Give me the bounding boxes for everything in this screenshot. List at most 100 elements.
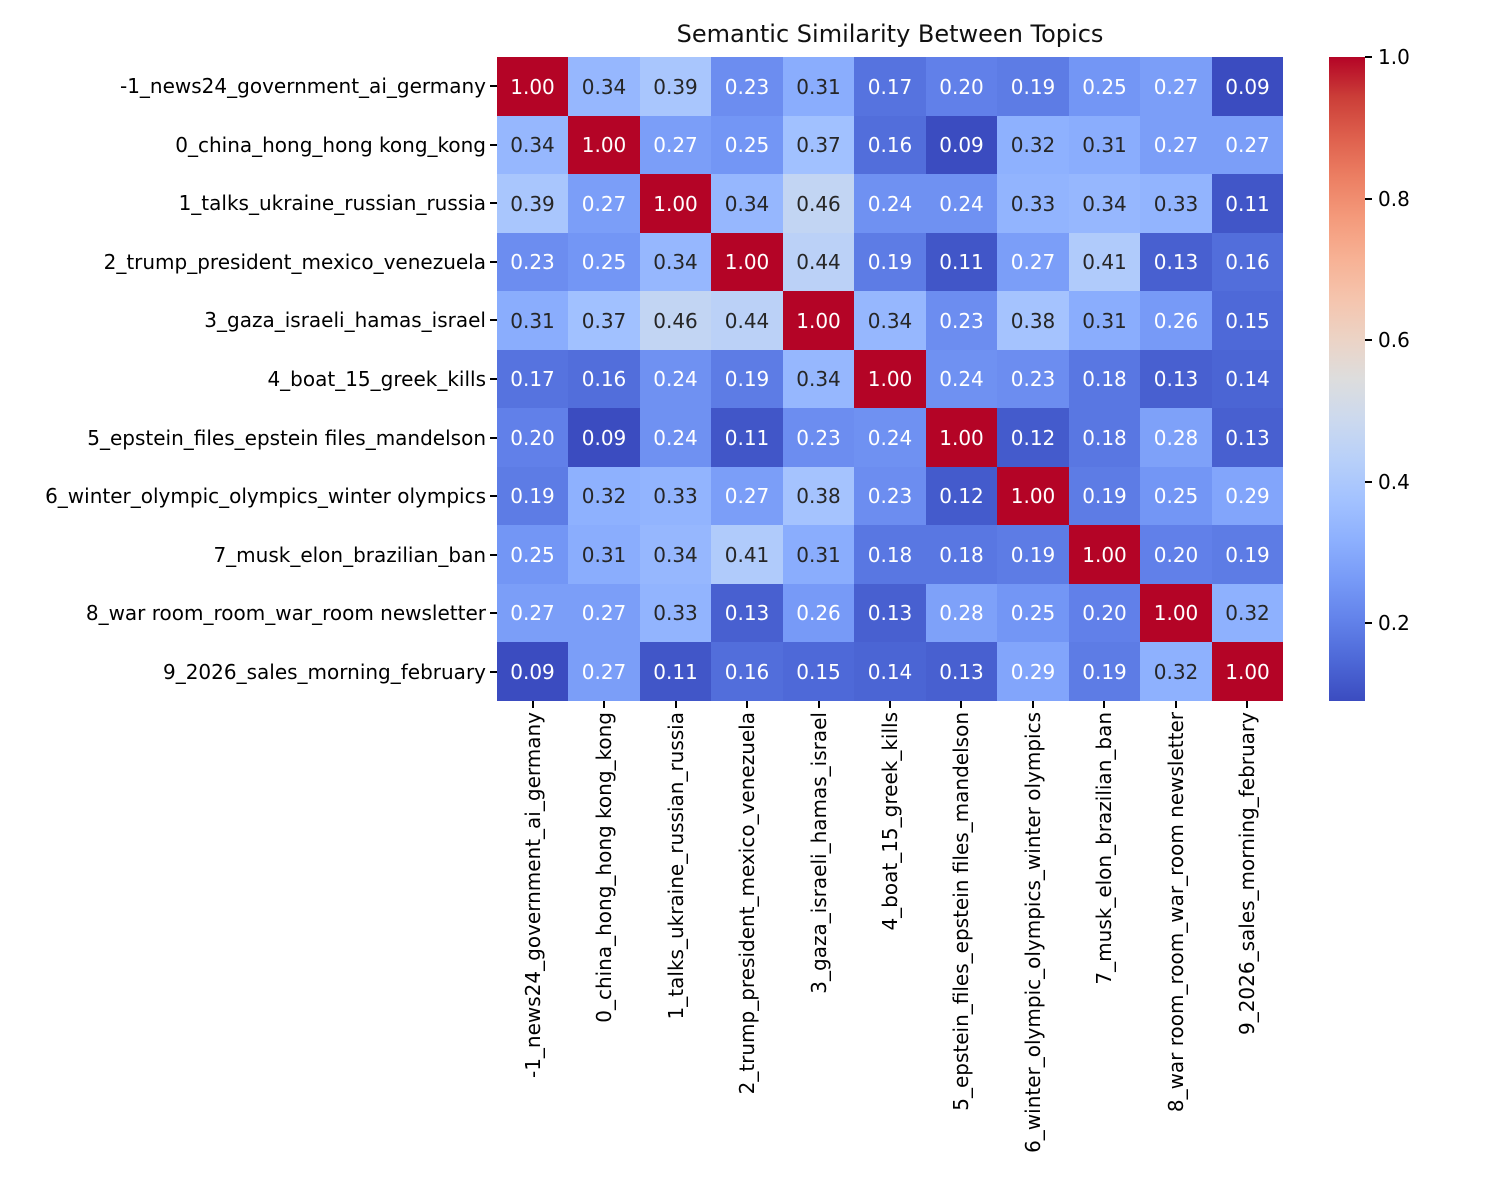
heatmap-cell: 0.25: [497, 525, 568, 584]
heatmap-cell: 0.25: [568, 233, 640, 291]
heatmap-cell: 0.19: [997, 57, 1069, 116]
heatmap-cell: 0.11: [1212, 174, 1283, 233]
y-tick-label: 7_musk_elon_brazilian_ban: [213, 542, 486, 567]
heatmap-cell: 0.24: [854, 174, 926, 233]
heatmap-cell: 0.31: [783, 525, 854, 584]
y-tick-label: 5_epstein_files_epstein files_mandelson: [87, 425, 486, 450]
y-tick-label: 6_winter_olympic_olympics_winter olympic…: [45, 484, 486, 509]
y-axis-tick: [490, 143, 497, 146]
heatmap-cell: 0.39: [640, 57, 711, 116]
x-tick-label: 9_2026_sales_morning_february: [1235, 712, 1260, 1036]
heatmap-cell: 0.34: [1069, 174, 1140, 233]
heatmap-cell: 0.19: [711, 350, 783, 408]
heatmap-cell: 0.34: [568, 57, 640, 116]
x-tick-label: 8_war room_room_war_room newsletter: [1163, 712, 1188, 1113]
x-axis-tick: [1031, 701, 1034, 708]
heatmap-cell: 0.34: [640, 233, 711, 291]
colorbar-tick-label: 0.4: [1378, 469, 1410, 494]
heatmap-cell: 0.32: [997, 116, 1069, 174]
heatmap-cell: 0.20: [926, 57, 997, 116]
heatmap-cell: 0.38: [997, 291, 1069, 350]
heatmap-cell: 0.34: [783, 350, 854, 408]
y-axis-tick: [490, 495, 497, 498]
heatmap-cell: 1.00: [1069, 525, 1140, 584]
x-tick-label: 4_boat_15_greek_kills: [878, 712, 902, 931]
y-axis-tick: [490, 85, 497, 88]
heatmap-cell: 1.00: [568, 116, 640, 174]
heatmap-cell: 0.09: [926, 116, 997, 174]
heatmap-cell: 0.44: [783, 233, 854, 291]
y-axis-tick: [490, 670, 497, 673]
heatmap-cell: 0.31: [1069, 291, 1140, 350]
heatmap-cell: 0.16: [1212, 233, 1283, 291]
heatmap-cell: 0.13: [711, 584, 783, 642]
heatmap-cell: 0.15: [1212, 291, 1283, 350]
colorbar-tick-label: 0.6: [1378, 328, 1410, 353]
heatmap-cell: 0.20: [1140, 525, 1212, 584]
heatmap-cell: 1.00: [783, 291, 854, 350]
heatmap-cell: 0.13: [854, 584, 926, 642]
heatmap-cell: 0.13: [1140, 233, 1212, 291]
heatmap-cell: 0.25: [1140, 467, 1212, 525]
heatmap-cell: 0.19: [997, 525, 1069, 584]
heatmap-cell: 0.18: [854, 525, 926, 584]
heatmap-cell: 0.17: [854, 57, 926, 116]
x-tick-label: 0_china_hong_hong kong_kong: [592, 712, 617, 1023]
x-axis-tick: [531, 701, 534, 708]
heatmap-cell: 0.14: [854, 642, 926, 701]
heatmap-cell: 0.12: [926, 467, 997, 525]
y-axis-tick: [490, 260, 497, 263]
heatmap-cell: 0.32: [568, 467, 640, 525]
x-axis-tick: [889, 701, 891, 708]
heatmap-cell: 0.31: [568, 525, 640, 584]
heatmap-cell: 0.09: [568, 408, 640, 467]
colorbar-tick: [1365, 56, 1372, 58]
heatmap-cell: 1.00: [1212, 642, 1283, 701]
heatmap-cell: 0.19: [497, 467, 568, 525]
x-axis-tick: [1174, 701, 1177, 708]
heatmap-cell: 0.34: [711, 174, 783, 233]
heatmap-cell: 0.32: [1212, 584, 1283, 642]
heatmap-cell: 0.12: [997, 408, 1069, 467]
heatmap-cell: 0.27: [997, 233, 1069, 291]
y-tick-label: -1_news24_government_ai_germany: [119, 74, 486, 99]
x-axis-tick: [960, 701, 963, 708]
heatmap-cell: 0.32: [1140, 642, 1212, 701]
heatmap-cell: 1.00: [997, 467, 1069, 525]
heatmap-cell: 0.09: [1212, 57, 1283, 116]
x-axis-tick: [603, 701, 606, 708]
heatmap-cell: 0.28: [1140, 408, 1212, 467]
heatmap-cell: 0.19: [1069, 467, 1140, 525]
y-tick-label: 3_gaza_israeli_hamas_israel: [204, 308, 486, 333]
y-tick-label: 8_war room_room_war_room newsletter: [85, 601, 486, 626]
x-axis-tick: [817, 701, 820, 708]
heatmap-cell: 0.19: [1212, 525, 1283, 584]
heatmap-cell: 0.27: [1140, 57, 1212, 116]
heatmap-cell: 1.00: [926, 408, 997, 467]
heatmap-cell: 1.00: [497, 57, 568, 116]
x-axis-tick: [746, 701, 749, 708]
heatmap-cell: 0.31: [1069, 116, 1140, 174]
heatmap-cell: 0.23: [997, 350, 1069, 408]
heatmap-cell: 0.27: [640, 116, 711, 174]
heatmap-cell: 0.23: [926, 291, 997, 350]
heatmap-cell: 0.24: [926, 174, 997, 233]
heatmap-cell: 0.24: [854, 408, 926, 467]
y-tick-label: 9_2026_sales_morning_february: [162, 659, 486, 684]
heatmap-cell: 0.33: [1140, 174, 1212, 233]
y-tick-label: 4_boat_15_greek_kills: [267, 367, 486, 391]
heatmap-cell: 0.19: [854, 233, 926, 291]
y-tick-label: 1_talks_ukraine_russian_russia: [178, 191, 486, 216]
heatmap-cell: 0.34: [497, 116, 568, 174]
heatmap-cell: 0.20: [497, 408, 568, 467]
heatmap-cell: 0.37: [783, 116, 854, 174]
heatmap-cell: 0.33: [640, 467, 711, 525]
heatmap-cell: 0.29: [1212, 467, 1283, 525]
heatmap-cell: 0.09: [497, 642, 568, 701]
heatmap-cell: 0.44: [711, 291, 783, 350]
heatmap-cell: 0.18: [926, 525, 997, 584]
heatmap-cell: 0.13: [1212, 408, 1283, 467]
heatmap-cell: 0.28: [926, 584, 997, 642]
colorbar-tick: [1365, 480, 1372, 483]
heatmap-cell: 0.26: [1140, 291, 1212, 350]
